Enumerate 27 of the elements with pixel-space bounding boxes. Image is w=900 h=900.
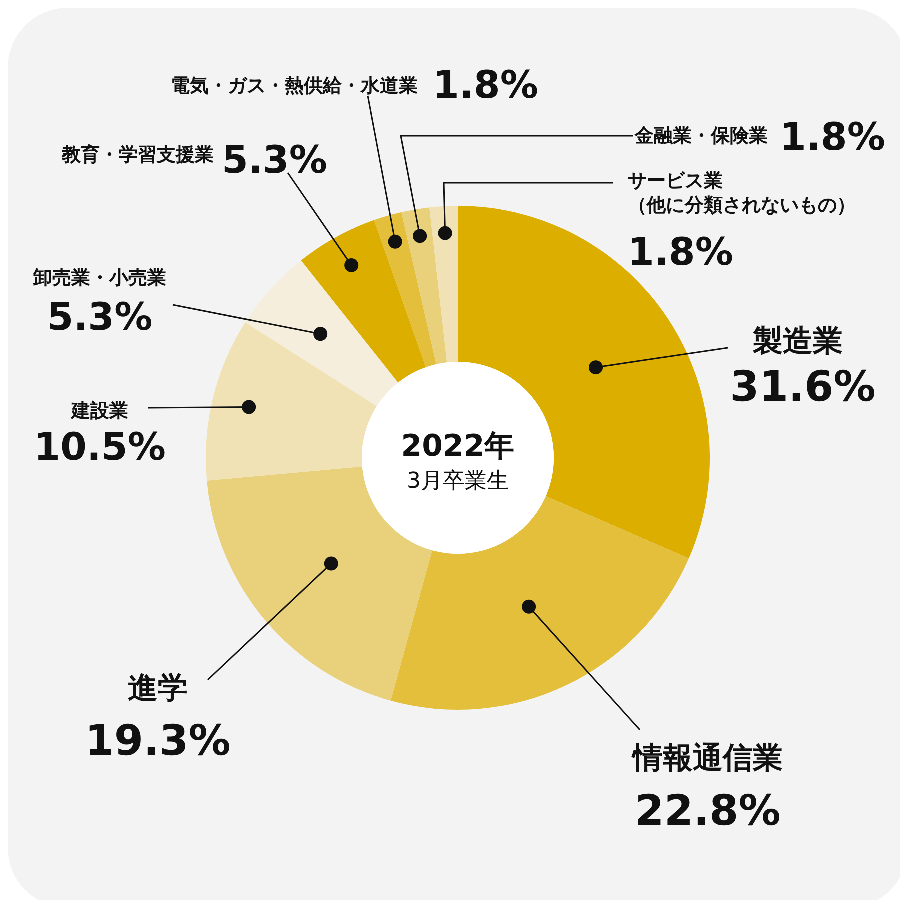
data-label: 22.8%: [635, 786, 781, 835]
donut-slice: [430, 206, 458, 363]
text: 2022年: [401, 429, 515, 464]
slice-label: 進学: [128, 671, 188, 706]
data-label: 5.3%: [47, 295, 153, 339]
text: 3月卒業生: [407, 469, 509, 494]
donut-slice: [246, 260, 398, 406]
donut-slice: [206, 322, 378, 481]
donut-slice: [301, 220, 426, 383]
slice-label: 情報通信業: [631, 741, 783, 776]
data-label: 1.8%: [780, 115, 886, 159]
data-label: 31.6%: [730, 362, 876, 411]
slice-label: サービス業（他に分類されないもの）: [628, 170, 856, 217]
data-label: 1.8%: [433, 63, 538, 107]
slice-label: 卸売業・小売業: [32, 267, 166, 289]
slice-label: 金融業・保険業: [634, 125, 768, 147]
slice-label: 電気・ガス・熱供給・水道業: [171, 75, 418, 97]
donut-slice: [390, 496, 690, 710]
donut-slice: [374, 212, 437, 368]
data-label: 10.5%: [34, 425, 166, 469]
data-label: 19.3%: [85, 716, 231, 765]
slice-label: 製造業: [752, 324, 843, 359]
slice-label: 教育・学習支援業: [61, 144, 214, 166]
data-label: 1.8%: [628, 230, 734, 274]
data-label: 5.3%: [222, 138, 328, 182]
slice-label: 建設業: [70, 400, 128, 422]
donut-slice: [402, 208, 448, 364]
